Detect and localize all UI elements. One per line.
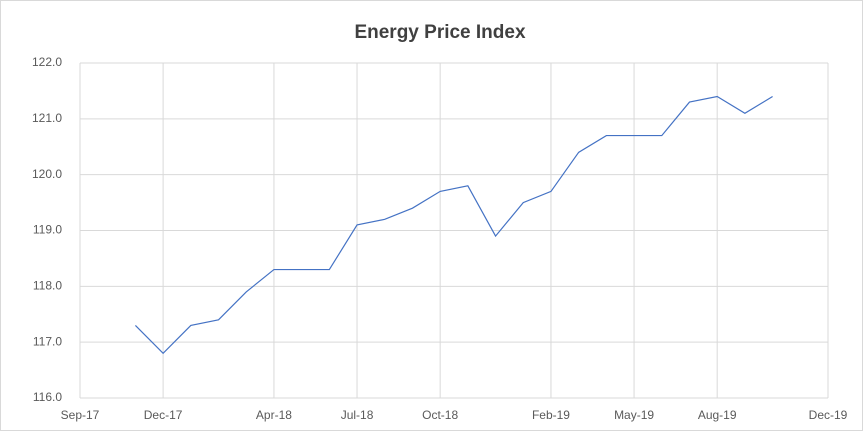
- y-tick-label: 116.0: [33, 390, 62, 404]
- y-tick-label: 118.0: [33, 279, 62, 293]
- x-tick-label: May-19: [614, 408, 654, 422]
- y-tick-label: 119.0: [33, 223, 62, 237]
- x-tick-label: Apr-18: [256, 408, 292, 422]
- x-tick-label: Dec-19: [809, 408, 848, 422]
- chart-title: Energy Price Index: [354, 22, 526, 43]
- line-series: [134, 95, 773, 355]
- y-tick-label: 121.0: [32, 111, 62, 125]
- x-tick-label: Dec-17: [144, 408, 183, 422]
- y-tick-label: 120.0: [32, 167, 62, 181]
- x-tick-label: Oct-18: [422, 408, 458, 422]
- x-tick-label: Feb-19: [532, 408, 570, 422]
- y-tick-label: 122.0: [32, 55, 62, 69]
- y-tick-label: 117.0: [33, 334, 62, 348]
- x-tick-label: Sep-17: [61, 408, 100, 422]
- x-tick-label: Jul-18: [341, 408, 374, 422]
- x-tick-label: Aug-19: [698, 408, 737, 422]
